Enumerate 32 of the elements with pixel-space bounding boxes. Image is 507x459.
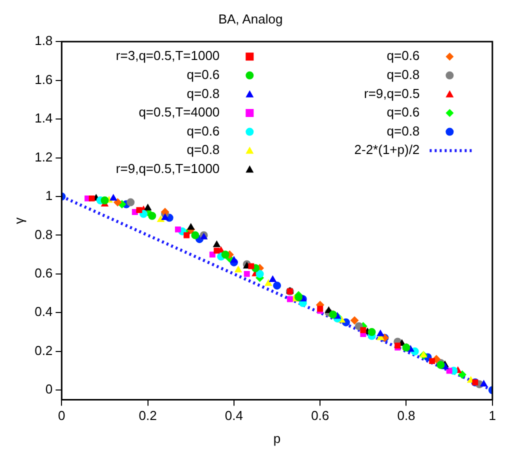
legend-label: q=0.5,T=4000 (138, 104, 220, 120)
y-tick-label: 0.6 (34, 266, 53, 281)
legend-label: q=0.8 (186, 86, 220, 101)
x-axis-title: p (273, 430, 281, 446)
y-tick-label: 1.2 (34, 149, 53, 164)
legend-label: q=0.6 (186, 123, 220, 138)
x-tick-label: 0.2 (138, 408, 157, 424)
y-tick-label: 1.6 (34, 72, 53, 87)
x-tick-label: 0.4 (224, 408, 243, 424)
legend-label: r=9,q=0.5,T=1000 (116, 160, 220, 176)
chart-title: BA, Analog (218, 11, 283, 26)
y-tick-label: 0.8 (34, 226, 53, 242)
legend-label: q=0.8 (386, 66, 420, 82)
legend-label: q=0.6 (386, 104, 420, 120)
x-tick-label: 0.8 (397, 408, 416, 424)
y-tick-label: 0.2 (34, 342, 53, 358)
y-tick-label: 1 (45, 188, 53, 204)
legend-label: r=9,q=0.5 (364, 86, 420, 101)
x-tick-label: 0.6 (311, 408, 330, 424)
y-tick-label: 0 (45, 382, 53, 397)
y-tick-label: 1.8 (34, 33, 53, 48)
legend-label: q=0.6 (386, 48, 420, 64)
x-tick-label: 1 (488, 408, 496, 424)
y-axis-title: γ (11, 216, 26, 224)
legend-label: q=0.8 (186, 142, 220, 158)
x-tick-label: 0 (58, 408, 66, 424)
y-tick-label: 0.4 (34, 304, 53, 320)
y-tick-label: 1.4 (34, 110, 53, 126)
legend-label: q=0.6 (186, 66, 220, 82)
legend-label: q=0.8 (386, 123, 420, 138)
legend-label: r=3,q=0.5,T=1000 (116, 48, 220, 64)
legend-label: 2-2*(1+p)/2 (354, 142, 420, 158)
